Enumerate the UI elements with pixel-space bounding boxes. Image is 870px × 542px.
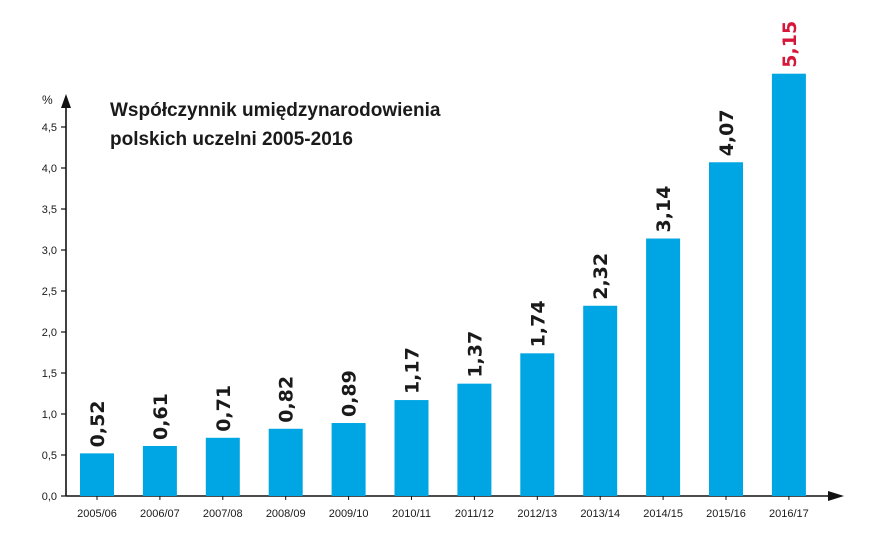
y-axis-arrow — [61, 94, 71, 108]
bar — [205, 437, 240, 496]
y-axis-ticks: 0,0 0,5 1,0 1,5 2,0 2,5 3,0 3,5 4,0 4,5 — [42, 122, 66, 503]
bar — [457, 383, 492, 496]
x-tick-label: 2009/10 — [329, 508, 369, 520]
value-label: 0,52 — [87, 400, 109, 447]
bar — [394, 400, 429, 496]
y-tick-label: 3,0 — [42, 245, 57, 257]
x-tick-label: 2013/14 — [580, 508, 620, 520]
chart-title-line-1: Współczynnik umiędzynarodowienia — [110, 100, 441, 121]
bar — [709, 162, 743, 496]
value-label: 0,61 — [150, 393, 172, 440]
axes — [61, 94, 844, 501]
x-axis-ticks: 2005/06 2006/07 2007/08 2008/09 2009/10 2010/… — [77, 496, 809, 520]
x-tick-label: 2007/08 — [203, 508, 243, 520]
bar — [520, 353, 555, 496]
bar — [268, 428, 303, 496]
x-tick-label: 2006/07 — [140, 508, 180, 520]
bar — [583, 305, 618, 496]
x-tick-label: 2011/12 — [455, 508, 494, 520]
value-label: 2,32 — [590, 253, 612, 300]
y-tick-label: 2,5 — [42, 286, 57, 298]
y-tick-label: 2,0 — [42, 327, 57, 339]
value-label: 4,07 — [716, 109, 738, 156]
value-label: 0,89 — [339, 370, 361, 417]
value-label: 0,82 — [276, 376, 298, 423]
y-tick-label: 3,5 — [42, 204, 57, 216]
value-label: 5,15 — [779, 21, 801, 68]
value-label: 0,71 — [213, 385, 235, 432]
y-tick-label: 4,5 — [42, 122, 57, 134]
x-tick-label: 2016/17 — [769, 508, 809, 520]
x-axis-arrow — [828, 491, 844, 501]
value-labels: 0,52 0,61 0,71 0,82 0,89 1,17 1,37 1,74 2,32 3,14… — [87, 21, 801, 448]
chart-title-line-2: polskich uczelni 2005-2016 — [110, 129, 353, 150]
y-axis-unit: % — [42, 93, 53, 107]
y-tick-label: 0,5 — [42, 450, 57, 462]
chart-title: Współczynnik umiędzynarodowienia polskic… — [110, 100, 441, 150]
y-tick-label: 1,5 — [42, 368, 57, 380]
value-label: 1,37 — [464, 331, 486, 378]
x-tick-label: 2005/06 — [77, 508, 117, 520]
bar — [771, 73, 806, 496]
value-label: 1,17 — [402, 347, 424, 394]
bar — [331, 423, 366, 496]
bars — [80, 73, 806, 496]
value-label: 1,74 — [527, 300, 549, 347]
x-tick-label: 2014/15 — [643, 508, 683, 520]
y-tick-label: 0,0 — [42, 491, 57, 503]
x-tick-label: 2010/11 — [392, 508, 431, 520]
y-tick-label: 4,0 — [42, 163, 57, 175]
y-tick-label: 1,0 — [42, 409, 57, 421]
bar — [142, 445, 177, 496]
bar — [646, 238, 681, 496]
x-tick-label: 2008/09 — [266, 508, 306, 520]
value-label: 3,14 — [653, 186, 675, 233]
bar — [80, 453, 114, 496]
x-tick-label: 2015/16 — [706, 508, 746, 520]
x-tick-label: 2012/13 — [517, 508, 557, 520]
